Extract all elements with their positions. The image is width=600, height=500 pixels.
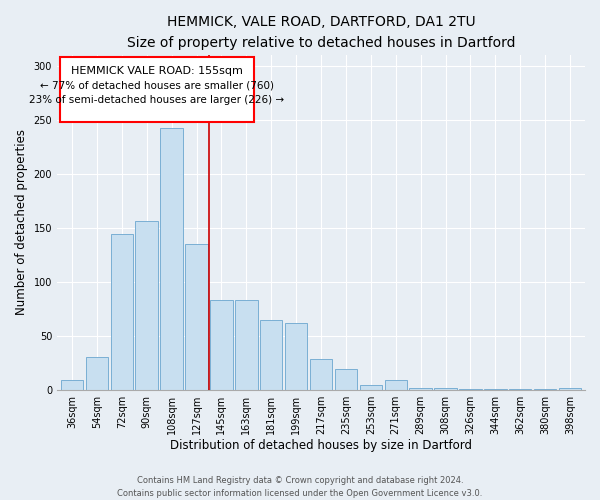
Bar	[285, 323, 307, 390]
Y-axis label: Number of detached properties: Number of detached properties	[15, 130, 28, 316]
Text: 23% of semi-detached houses are larger (226) →: 23% of semi-detached houses are larger (…	[29, 95, 284, 105]
Bar	[110, 234, 133, 390]
Bar	[210, 300, 233, 390]
Bar	[385, 380, 407, 390]
Bar	[310, 360, 332, 390]
Bar	[86, 358, 108, 390]
Bar	[235, 300, 257, 390]
Bar	[359, 386, 382, 390]
Bar	[335, 369, 357, 390]
Bar	[534, 388, 556, 390]
Text: ← 77% of detached houses are smaller (760): ← 77% of detached houses are smaller (76…	[40, 81, 274, 91]
Bar	[459, 388, 482, 390]
X-axis label: Distribution of detached houses by size in Dartford: Distribution of detached houses by size …	[170, 440, 472, 452]
Bar	[559, 388, 581, 390]
Text: HEMMICK VALE ROAD: 155sqm: HEMMICK VALE ROAD: 155sqm	[71, 66, 242, 76]
Bar	[61, 380, 83, 390]
Text: Contains HM Land Registry data © Crown copyright and database right 2024.
Contai: Contains HM Land Registry data © Crown c…	[118, 476, 482, 498]
Bar	[185, 244, 208, 390]
Bar	[409, 388, 432, 390]
Bar	[509, 388, 532, 390]
Bar	[59, 57, 254, 122]
Bar	[136, 221, 158, 390]
Bar	[160, 128, 183, 390]
Bar	[260, 320, 283, 390]
Title: HEMMICK, VALE ROAD, DARTFORD, DA1 2TU
Size of property relative to detached hous: HEMMICK, VALE ROAD, DARTFORD, DA1 2TU Si…	[127, 15, 515, 50]
Bar	[484, 388, 506, 390]
Bar	[434, 388, 457, 390]
